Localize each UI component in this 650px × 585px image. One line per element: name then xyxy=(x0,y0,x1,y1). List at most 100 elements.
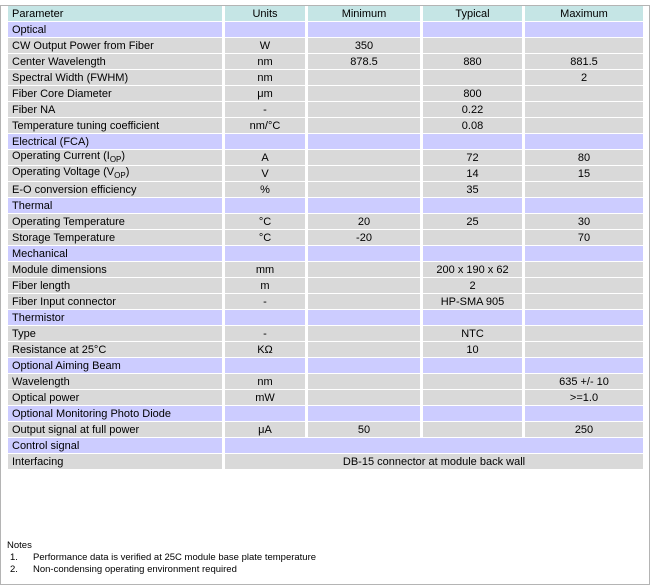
section-empty-cell xyxy=(423,198,522,213)
section-label-cell: Optional Monitoring Photo Diode xyxy=(8,406,222,421)
units-cell: nm xyxy=(225,70,305,85)
table-row: Optical power mW >=1.0 xyxy=(8,390,643,405)
min-cell: 20 xyxy=(308,214,420,229)
section-empty-cell xyxy=(423,134,522,149)
typ-cell xyxy=(423,230,522,245)
note-text: Performance data is verified at 25C modu… xyxy=(33,552,317,563)
units-cell: μm xyxy=(225,86,305,101)
header-units: Units xyxy=(225,6,305,21)
section-merged-cell xyxy=(225,438,643,453)
typ-cell xyxy=(423,390,522,405)
header-maximum: Maximum xyxy=(525,6,643,21)
section-empty-cell xyxy=(423,358,522,373)
typ-cell: 800 xyxy=(423,86,522,101)
section-empty-cell xyxy=(308,22,420,37)
section-empty-cell xyxy=(423,246,522,261)
typ-cell: 200 x 190 x 62 xyxy=(423,262,522,277)
note-text: Non-condensing operating environment req… xyxy=(33,564,237,575)
max-cell xyxy=(525,86,643,101)
section-empty-cell xyxy=(308,310,420,325)
max-cell: 80 xyxy=(525,150,643,165)
section-empty-cell xyxy=(525,406,643,421)
typ-cell: 0.22 xyxy=(423,102,522,117)
table-row: Fiber Core Diameter μm 800 xyxy=(8,86,643,101)
param-cell: Fiber Input connector xyxy=(8,294,222,309)
param-cell: Output signal at full power xyxy=(8,422,222,437)
section-label-cell: Optical xyxy=(8,22,222,37)
table-row: Output signal at full power μA 50 250 xyxy=(8,422,643,437)
section-empty-cell xyxy=(225,198,305,213)
max-cell xyxy=(525,38,643,53)
note-number: 1. xyxy=(10,552,18,563)
min-cell xyxy=(308,102,420,117)
section-empty-cell xyxy=(308,134,420,149)
section-empty-cell xyxy=(423,310,522,325)
typ-cell xyxy=(423,70,522,85)
table-row: Center Wavelength nm 878.5 880 881.5 xyxy=(8,54,643,69)
min-cell xyxy=(308,326,420,341)
min-cell: 350 xyxy=(308,38,420,53)
max-cell: 70 xyxy=(525,230,643,245)
min-cell xyxy=(308,342,420,357)
units-cell: V xyxy=(225,166,305,181)
units-cell: mW xyxy=(225,390,305,405)
param-cell: Resistance at 25°C xyxy=(8,342,222,357)
units-cell: - xyxy=(225,294,305,309)
param-cell: Wavelength xyxy=(8,374,222,389)
section-row: Control signal xyxy=(8,438,643,453)
units-cell: nm xyxy=(225,54,305,69)
max-cell xyxy=(525,342,643,357)
table-row: Operating Current (IOP) A 72 80 xyxy=(8,150,643,165)
max-cell: 635 +/- 10 xyxy=(525,374,643,389)
merged-value-cell: DB-15 connector at module back wall xyxy=(225,454,643,469)
units-cell: °C xyxy=(225,214,305,229)
param-cell: Spectral Width (FWHM) xyxy=(8,70,222,85)
max-cell: 881.5 xyxy=(525,54,643,69)
units-cell: % xyxy=(225,182,305,197)
param-cell: Operating Temperature xyxy=(8,214,222,229)
section-empty-cell xyxy=(525,246,643,261)
max-cell: >=1.0 xyxy=(525,390,643,405)
table-row: CW Output Power from Fiber W 350 xyxy=(8,38,643,53)
param-cell: Center Wavelength xyxy=(8,54,222,69)
section-row: Mechanical xyxy=(8,246,643,261)
section-empty-cell xyxy=(525,358,643,373)
section-empty-cell xyxy=(308,198,420,213)
units-cell: m xyxy=(225,278,305,293)
min-cell xyxy=(308,118,420,133)
max-cell: 250 xyxy=(525,422,643,437)
section-row: Electrical (FCA) xyxy=(8,134,643,149)
min-cell xyxy=(308,166,420,181)
notes-title: Notes xyxy=(7,540,32,551)
units-cell: W xyxy=(225,38,305,53)
table-row: Type - NTC xyxy=(8,326,643,341)
param-cell: CW Output Power from Fiber xyxy=(8,38,222,53)
section-row: Optical xyxy=(8,22,643,37)
notes: Notes 1. Performance data is verified at … xyxy=(7,540,650,576)
typ-cell: HP-SMA 905 xyxy=(423,294,522,309)
min-cell xyxy=(308,70,420,85)
section-label-cell: Electrical (FCA) xyxy=(8,134,222,149)
section-row: Optional Monitoring Photo Diode xyxy=(8,406,643,421)
section-empty-cell xyxy=(308,358,420,373)
table-row: Fiber Input connector - HP-SMA 905 xyxy=(8,294,643,309)
max-cell xyxy=(525,118,643,133)
table-row: Temperature tuning coefficient nm/°C 0.08 xyxy=(8,118,643,133)
section-empty-cell xyxy=(308,406,420,421)
min-cell xyxy=(308,182,420,197)
min-cell xyxy=(308,278,420,293)
min-cell: -20 xyxy=(308,230,420,245)
section-empty-cell xyxy=(525,198,643,213)
typ-cell xyxy=(423,422,522,437)
note-number: 2. xyxy=(10,564,18,575)
typ-cell xyxy=(423,374,522,389)
note-item: 1. Performance data is verified at 25C mo… xyxy=(7,552,650,564)
min-cell: 50 xyxy=(308,422,420,437)
table-row: Operating Voltage (VOP) V 14 15 xyxy=(8,166,643,181)
header-row: Parameter Units Minimum Typical Maximum xyxy=(8,6,643,21)
param-cell: Optical power xyxy=(8,390,222,405)
min-cell xyxy=(308,390,420,405)
units-cell: - xyxy=(225,102,305,117)
min-cell: 878.5 xyxy=(308,54,420,69)
param-cell: Module dimensions xyxy=(8,262,222,277)
